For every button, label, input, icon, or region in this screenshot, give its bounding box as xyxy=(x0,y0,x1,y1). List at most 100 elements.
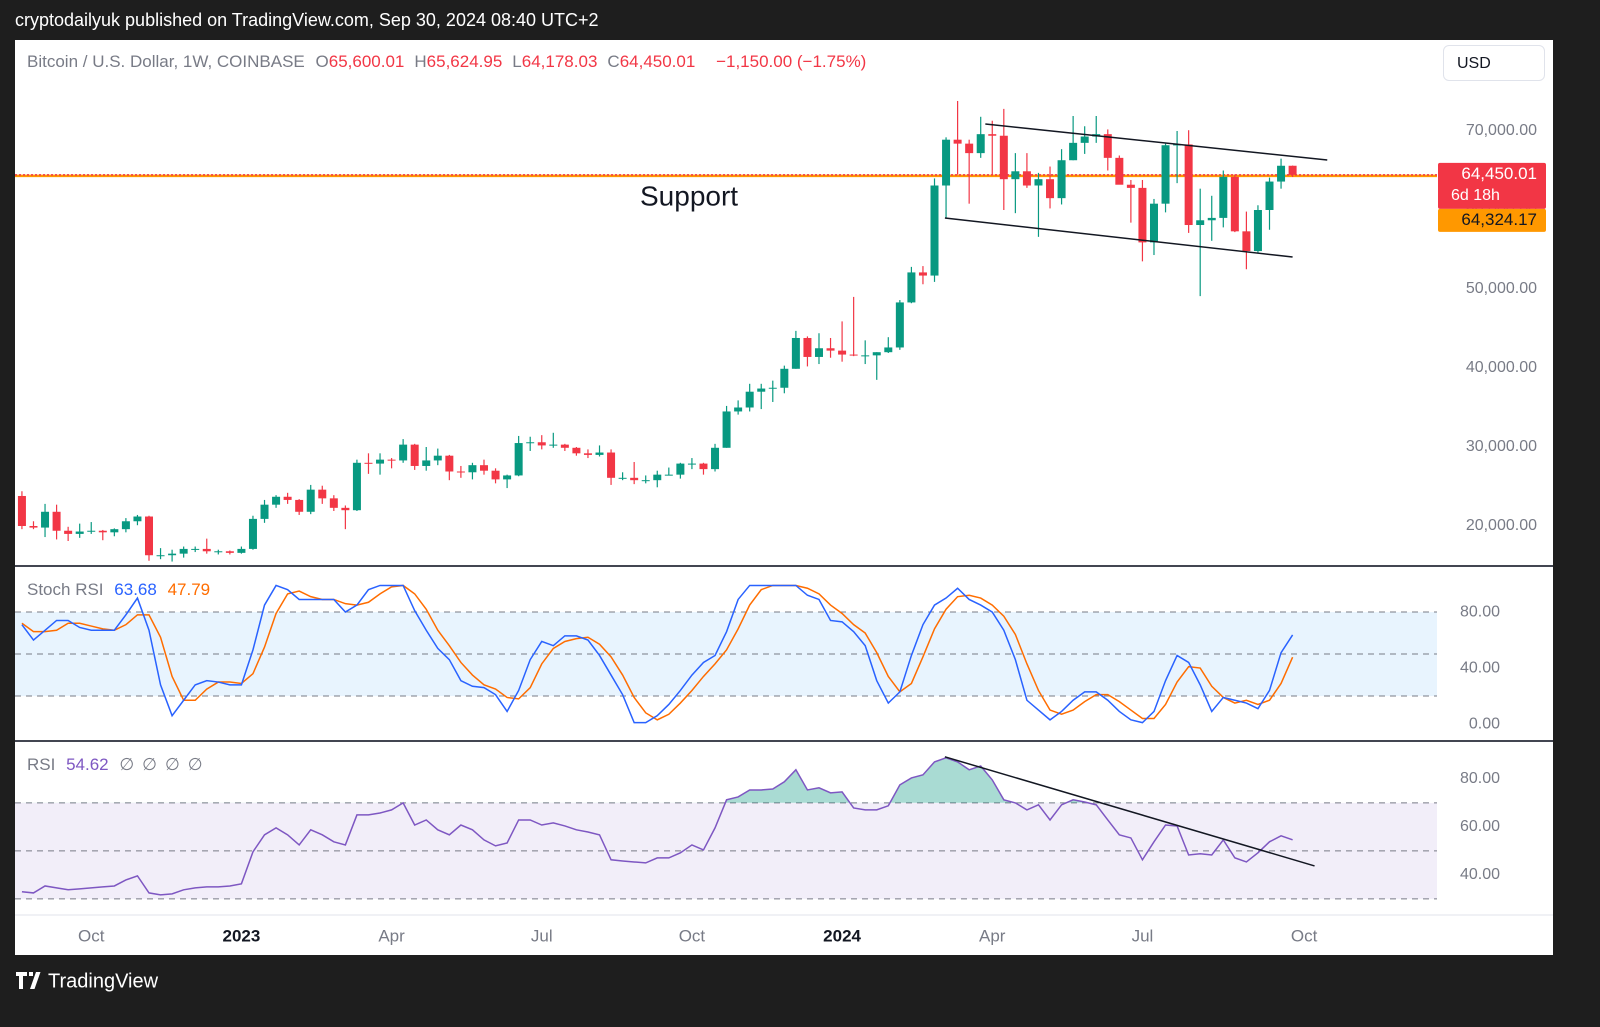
series-line xyxy=(21,584,1294,724)
candle-body xyxy=(87,530,96,532)
candle-body xyxy=(687,463,696,465)
candle-body xyxy=(479,465,488,471)
y-tick-label: 50,000.00 xyxy=(1466,280,1537,297)
candle-body xyxy=(1149,203,1158,243)
y-tick-label: 40.00 xyxy=(1460,659,1500,676)
candle-body xyxy=(410,444,419,466)
candle-body xyxy=(641,480,650,482)
x-tick-label: Jul xyxy=(531,926,553,945)
candle-body xyxy=(826,348,835,351)
candle-body xyxy=(988,134,997,136)
candle-body xyxy=(722,411,731,448)
candle-body xyxy=(1242,231,1251,252)
y-tick-label: 70,000.00 xyxy=(1466,122,1537,139)
candle-body xyxy=(768,387,777,389)
candle-body xyxy=(1034,179,1043,186)
candle-body xyxy=(572,447,581,454)
candle-body xyxy=(583,453,592,455)
series-line xyxy=(21,757,1293,896)
candle-body xyxy=(17,495,26,527)
candle-body xyxy=(52,511,61,531)
candle-body xyxy=(1184,144,1193,226)
candle-body xyxy=(1069,142,1078,161)
x-tick-label: Jul xyxy=(1132,926,1154,945)
overbought-fill xyxy=(725,757,1089,803)
candle-body xyxy=(1080,136,1089,143)
y-tick-label: 30,000.00 xyxy=(1466,438,1537,455)
stoch-legend: Stoch RSI 63.68 47.79 xyxy=(27,580,216,600)
y-tick-label: 40.00 xyxy=(1460,866,1500,883)
ohlc: O65,600.01 H65,624.95 L64,178.03 C64,450.01 xyxy=(316,52,706,71)
ohlc-value: 65,600.01 xyxy=(328,52,405,71)
y-tick-label: 80.00 xyxy=(1460,770,1500,787)
candle-body xyxy=(814,348,823,357)
indicator-title: Stoch RSI xyxy=(27,580,104,599)
candle-body xyxy=(341,507,350,511)
legend-icon: ∅ xyxy=(142,755,157,774)
d-value: 47.79 xyxy=(167,580,211,599)
candle-body xyxy=(364,462,373,464)
change: −1,150.00 (−1.75%) xyxy=(716,52,867,71)
candle-body xyxy=(526,442,535,444)
candle-body xyxy=(272,496,281,505)
candle-body xyxy=(803,337,812,357)
candle-body xyxy=(29,526,38,528)
candle-body xyxy=(1115,157,1124,185)
candle-body xyxy=(133,516,142,522)
candle-body xyxy=(1011,171,1020,180)
candle-body xyxy=(1196,220,1205,226)
price-badge xyxy=(1438,208,1546,232)
candle-body xyxy=(41,511,50,528)
y-tick-label: 80.00 xyxy=(1460,603,1500,620)
x-tick-label: Apr xyxy=(979,926,1006,945)
candle-body xyxy=(907,272,916,303)
candle-body xyxy=(734,407,743,412)
candle-body xyxy=(491,470,500,480)
candle-body xyxy=(1046,179,1055,199)
candle-body xyxy=(295,499,304,512)
candle-body xyxy=(1288,165,1297,175)
ohlc-value: 64,178.03 xyxy=(521,52,598,71)
candle-body xyxy=(121,521,130,530)
symbol-title: Bitcoin / U.S. Dollar, 1W, COINBASE xyxy=(27,52,305,71)
trendline xyxy=(944,217,1293,258)
annotation: Support xyxy=(640,180,738,211)
candle-body xyxy=(895,302,904,348)
candle-body xyxy=(838,350,847,355)
candle-body xyxy=(884,347,893,353)
candle-body xyxy=(918,272,927,276)
trendline xyxy=(944,756,1315,867)
candle-body xyxy=(711,447,720,470)
candle-body xyxy=(283,496,292,500)
candle-body xyxy=(202,548,211,552)
candle-body xyxy=(676,463,685,475)
price-badge-sub: 6d 18h xyxy=(1451,187,1500,204)
candle-body xyxy=(168,553,177,556)
candle-body xyxy=(306,489,315,512)
legend-icon: ∅ xyxy=(187,755,203,774)
candle-body xyxy=(64,530,73,534)
candle-body xyxy=(664,474,673,476)
candle-body xyxy=(1277,165,1286,182)
candle-body xyxy=(942,139,951,186)
candle-body xyxy=(399,444,408,461)
logo-icon xyxy=(16,972,41,989)
candle-body xyxy=(1253,210,1262,252)
currency-button[interactable]: USD xyxy=(1443,45,1545,81)
candle-body xyxy=(1103,134,1112,158)
candle-body xyxy=(144,516,153,556)
candle-body xyxy=(376,459,385,464)
candle-body xyxy=(930,185,939,276)
x-tick-label: Oct xyxy=(1291,926,1318,945)
candle-body xyxy=(191,548,200,550)
candle-body xyxy=(468,465,477,473)
candle-body xyxy=(1138,187,1147,243)
candle-body xyxy=(1022,171,1031,186)
candle-body xyxy=(780,368,789,388)
y-tick-label: 60.00 xyxy=(1460,818,1500,835)
x-tick-label: 2024 xyxy=(823,926,861,945)
candle-body xyxy=(653,474,662,481)
candle-body xyxy=(953,139,962,144)
candle-body xyxy=(1230,176,1239,232)
